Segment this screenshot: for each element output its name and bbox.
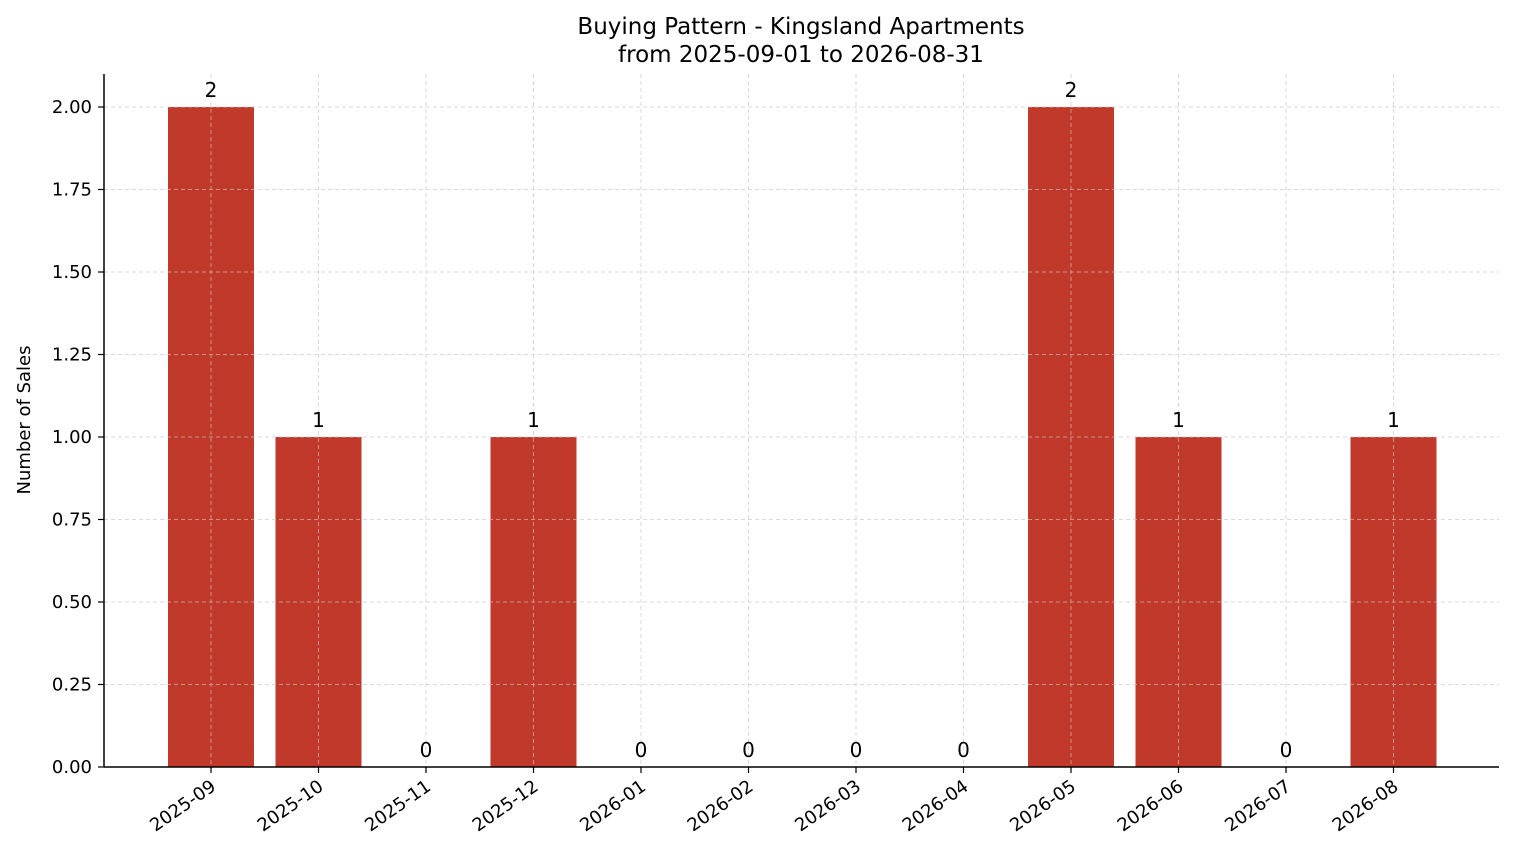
data-label-2026-08: 1: [1387, 408, 1400, 432]
y-tick-label: 1.25: [52, 345, 92, 366]
data-label-2025-11: 0: [420, 738, 433, 762]
data-label-2025-10: 1: [312, 408, 325, 432]
data-label-2025-12: 1: [527, 408, 540, 432]
y-tick-label: 0.75: [52, 510, 92, 531]
y-tick-label: 0.25: [52, 675, 92, 696]
x-tick-label-2025-11: 2025-11: [361, 776, 435, 836]
x-tick-label-2025-10: 2025-10: [254, 776, 328, 836]
data-label-2026-04: 0: [957, 738, 970, 762]
x-tick-label-2026-08: 2026-08: [1329, 776, 1403, 836]
data-label-2026-07: 0: [1280, 738, 1293, 762]
y-tick-label: 0.50: [52, 592, 92, 613]
x-tick-label-2025-12: 2025-12: [469, 776, 543, 836]
y-tick-label: 1.75: [52, 180, 92, 201]
x-tick-label-2026-03: 2026-03: [791, 776, 865, 836]
x-tick-label-2026-06: 2026-06: [1114, 776, 1188, 836]
x-tick-label-2025-09: 2025-09: [146, 776, 220, 836]
data-label-2026-02: 0: [742, 738, 755, 762]
x-tick-label-2026-07: 2026-07: [1221, 776, 1295, 836]
y-axis-label: Number of Sales: [14, 345, 35, 494]
data-label-2026-01: 0: [635, 738, 648, 762]
data-label-2025-09: 2: [205, 78, 218, 102]
y-tick-label: 1.50: [52, 262, 92, 283]
axis-layer: [98, 74, 1499, 773]
x-tick-label-2026-01: 2026-01: [576, 776, 650, 836]
y-tick-label: 2.00: [52, 97, 92, 118]
x-tick-label-2026-05: 2026-05: [1006, 776, 1080, 836]
x-tick-label-2026-04: 2026-04: [899, 776, 973, 836]
data-label-2026-05: 2: [1065, 78, 1078, 102]
y-tick-label: 1.00: [52, 427, 92, 448]
chart-title: Buying Pattern - Kingsland Apartments: [577, 14, 1024, 40]
y-tick-label: 0.00: [52, 757, 92, 778]
chart-subtitle: from 2025-09-01 to 2026-08-31: [618, 42, 984, 68]
data-label-2026-03: 0: [850, 738, 863, 762]
x-tick-label-2026-02: 2026-02: [684, 776, 758, 836]
data-label-2026-06: 1: [1172, 408, 1185, 432]
